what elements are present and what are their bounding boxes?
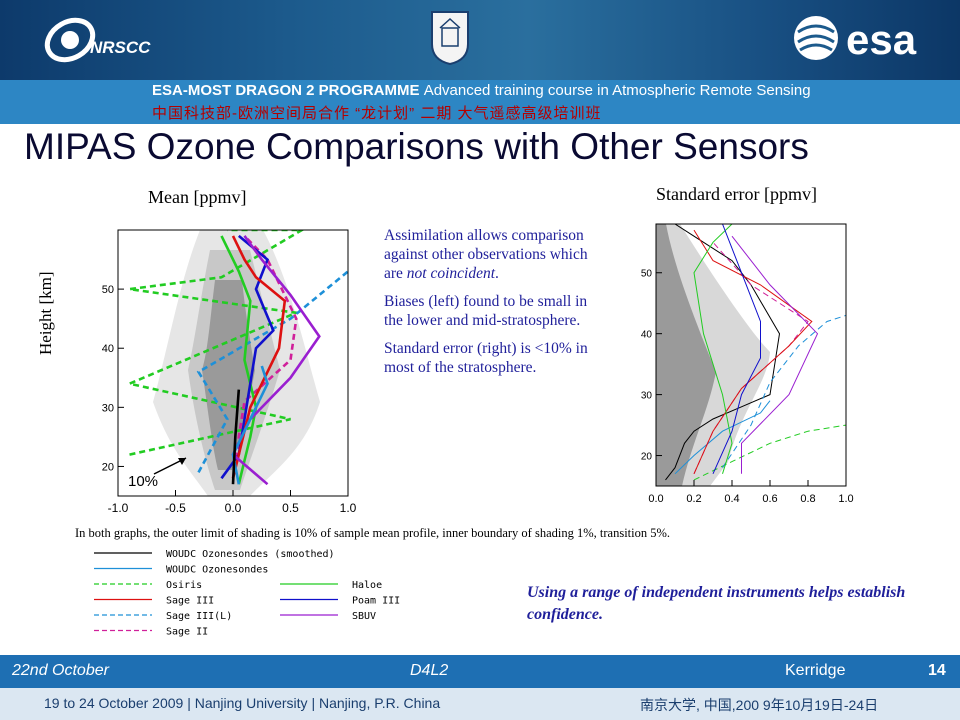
notes-text: Assimilation allows comparison against o… — [384, 226, 606, 386]
left-y-tick-label: 40 — [102, 343, 114, 355]
right-x-tick-label: 0.0 — [648, 493, 663, 505]
legend-label-sbuv: SBUV — [352, 611, 376, 622]
legend-label-woudc-ozonesondes-smoothed: WOUDC Ozonesondes (smoothed) — [166, 549, 335, 560]
legend-label-woudc-ozonesondes: WOUDC Ozonesondes — [166, 565, 268, 576]
left-series-sage-ii — [231, 234, 298, 479]
right-x-tick-label: 0.2 — [686, 493, 701, 505]
left-x-tick-label: -0.5 — [165, 501, 186, 515]
programme-title: ESA-MOST DRAGON 2 PROGRAMME Advanced tra… — [152, 82, 811, 99]
right-y-tick-label: 40 — [641, 330, 653, 341]
shading-inner — [202, 280, 255, 470]
right-series-osiris — [693, 424, 846, 481]
left-y-tick-label: 50 — [102, 284, 114, 296]
right-axes: 0.0 0.2 0.4 0.6 0.8 1.0 20 30 40 50 — [641, 269, 854, 505]
left-x-tick-label: 0.0 — [225, 501, 242, 515]
left-series-sage-iii-l — [196, 270, 348, 474]
chart-left-title: Mean [ppmv] — [148, 187, 247, 207]
legend-label-sage-iii-l: Sage III(L) — [166, 611, 232, 622]
ten-percent-annotation: 10% — [128, 473, 158, 490]
right-y-tick-label: 30 — [641, 391, 653, 402]
legend-label-sage-iii: Sage III — [166, 596, 214, 607]
right-shading-group — [656, 224, 770, 486]
right-series-sbuv — [731, 235, 819, 474]
footer-venue-bar: 19 to 24 October 2009 | Nanjing Universi… — [0, 688, 960, 720]
note-assimilation-end: . — [495, 265, 499, 282]
footer-session: D4L2 — [410, 662, 449, 679]
footer-presenter: Kerridge — [785, 662, 846, 679]
left-series-group — [125, 230, 348, 486]
nrscc-label: NRSCC — [90, 38, 151, 57]
right-x-tick-label: 0.8 — [800, 493, 815, 505]
left-series-woudc-ozonesondes-smoothed — [231, 389, 241, 485]
legend-label-haloe: Haloe — [352, 580, 382, 591]
footer-date: 22nd October — [12, 662, 109, 679]
mean-profile-chart: -1.0 -0.5 0.0 0.5 1.0 20 30 40 50 10% — [102, 229, 357, 515]
footer-bar: 22nd October D4L2 Kerridge 14 — [0, 655, 960, 688]
left-y-tick-label: 30 — [102, 402, 114, 414]
left-x-tick-label: 1.0 — [340, 501, 357, 515]
left-y-tick-label: 20 — [102, 461, 114, 473]
page-number: 14 — [928, 662, 946, 679]
programme-name: ESA-MOST DRAGON 2 PROGRAMME — [152, 82, 420, 99]
shading-caption: In both graphs, the outer limit of shadi… — [75, 526, 671, 540]
legend: WOUDC Ozonesondes (smoothed) WOUDC Ozones… — [94, 549, 400, 638]
legend-label-poam-iii: Poam III — [352, 596, 400, 607]
right-y-tick-label: 20 — [641, 452, 653, 463]
left-x-tick-label: 0.5 — [282, 501, 299, 515]
programme-chinese: 中国科技部-欧洲空间局合作 “龙计划” 二期 大气遥感高级培训班 — [152, 105, 602, 122]
note-biases: Biases (left) found to be small in the l… — [384, 293, 588, 329]
legend-label-osiris: Osiris — [166, 580, 202, 591]
left-series-osiris — [125, 230, 305, 456]
note-assimilation: Assimilation allows comparison against o… — [384, 226, 606, 283]
right-x-tick-label: 0.4 — [724, 493, 739, 505]
right-shading-inner — [656, 224, 716, 486]
chart-right-title: Standard error [ppmv] — [656, 184, 817, 204]
std-error-chart: 0.0 0.2 0.4 0.6 0.8 1.0 20 30 40 50 — [641, 223, 854, 505]
right-series-poam-iii — [712, 224, 761, 475]
esa-logo-icon — [794, 16, 838, 60]
left-axes: -1.0 -0.5 0.0 0.5 1.0 20 30 40 50 — [102, 284, 357, 515]
footer-venue-chinese: 南京大学, 中国,200 9年10月19日-24日 — [640, 697, 879, 713]
right-x-tick-label: 0.6 — [762, 493, 777, 505]
programme-subtitle: Advanced training course in Atmospheric … — [423, 82, 811, 99]
note-assimilation-italic: not coincident — [406, 265, 496, 282]
left-series-sage-iii — [231, 235, 287, 479]
programme-bar — [0, 80, 960, 124]
arrow-head-icon — [178, 458, 186, 465]
esa-label: esa — [846, 16, 917, 63]
confidence-statement: Using a range of independent instruments… — [527, 584, 906, 623]
right-x-tick-label: 1.0 — [838, 493, 853, 505]
right-series-group — [665, 224, 846, 481]
nrscc-logo — [44, 17, 96, 63]
right-y-tick-label: 50 — [641, 269, 653, 280]
legend-label-sage-ii: Sage II — [166, 627, 208, 638]
page-title: MIPAS Ozone Comparisons with Other Senso… — [24, 126, 809, 167]
right-series-woudc-ozonesondes — [674, 400, 771, 475]
header-banner: NRSCC esa — [0, 0, 960, 80]
right-series-haloe — [693, 224, 733, 474]
footer-venue: 19 to 24 October 2009 | Nanjing Universi… — [44, 695, 441, 711]
right-series-sage-iii-l — [722, 314, 846, 468]
y-axis-label: Height [km] — [36, 271, 55, 355]
right-plot-frame — [655, 223, 847, 487]
right-series-woudc-ozonesondes-smoothed — [665, 224, 781, 481]
university-emblem — [431, 11, 469, 66]
left-x-tick-label: -1.0 — [108, 501, 129, 515]
right-series-sage-iii — [693, 229, 813, 475]
note-standard-error: Standard error (right) is <10% in most o… — [384, 340, 588, 376]
note-assimilation-text: Assimilation allows comparison against o… — [384, 227, 588, 282]
